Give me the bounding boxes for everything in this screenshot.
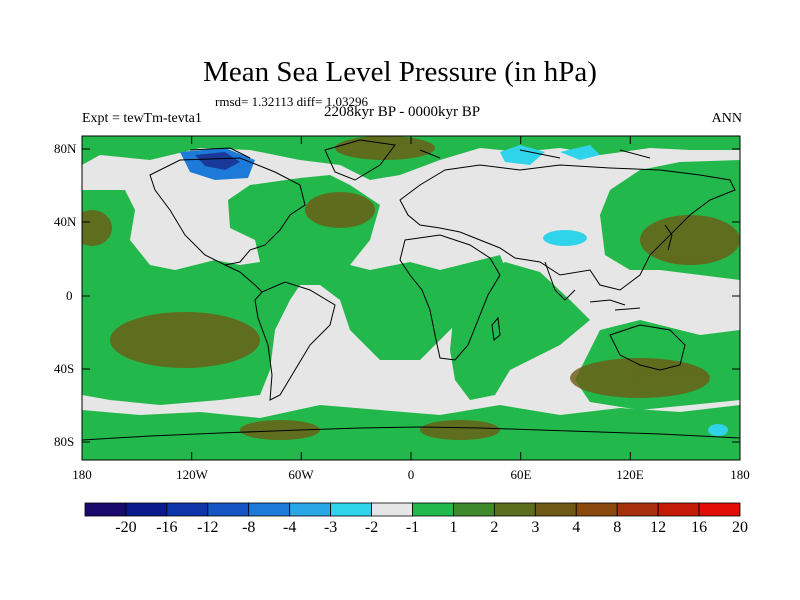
color-bar-label: 20 — [732, 519, 748, 536]
strong-positive-anomaly-fields — [82, 136, 740, 440]
y-tick-label: 80N — [54, 141, 77, 156]
color-bar-swatch — [166, 502, 209, 517]
color-bar-label: 8 — [613, 519, 622, 536]
color-bar-swatch — [207, 502, 250, 517]
color-bar-label: 1 — [449, 519, 458, 536]
x-tick-label: 0 — [407, 467, 415, 482]
color-bar-swatch — [125, 502, 168, 517]
x-tick-label: 120W — [176, 467, 208, 482]
y-tick-label: 40N — [54, 214, 77, 229]
season-label: ANN — [711, 111, 742, 126]
color-bar-swatch — [330, 502, 372, 517]
y-tick-label: 40S — [54, 361, 75, 376]
experiment-label: Expt = tewTm-tevta1 — [82, 111, 202, 126]
color-bar-swatch — [248, 502, 291, 517]
x-tick-label: 180 — [72, 467, 92, 482]
x-tick-label: 120E — [616, 467, 644, 482]
x-tick-label: 180 — [730, 467, 750, 482]
color-bar-swatch — [534, 502, 577, 517]
color-bar-label: 2 — [490, 519, 499, 536]
map-title: Mean Sea Level Pressure (in hPa) — [203, 56, 597, 88]
color-bar-label: 4 — [572, 519, 581, 536]
stats-text: rmsd= 1.32113 diff= 1.03296 — [215, 94, 368, 109]
color-bar-swatch — [412, 502, 454, 517]
x-tick-label: 60E — [510, 467, 532, 482]
color-bar-label: -3 — [323, 519, 338, 536]
color-bar-label: -16 — [156, 519, 178, 536]
color-bar-swatch — [575, 502, 618, 517]
map-area — [82, 136, 740, 460]
color-bar-swatch — [289, 502, 332, 517]
color-bar-label: -8 — [242, 519, 256, 536]
coastlines — [82, 139, 740, 441]
x-tick-label: 60W — [288, 467, 314, 482]
color-bar-label: -20 — [115, 519, 137, 536]
color-bar-label: 3 — [531, 519, 540, 536]
color-bar-label: -4 — [283, 519, 297, 536]
color-bar-swatch — [616, 502, 659, 517]
color-bar-label: -12 — [197, 519, 219, 536]
color-bar-label: 16 — [691, 519, 708, 536]
color-bar-swatch — [371, 502, 413, 517]
color-bar-label: -2 — [364, 519, 379, 536]
color-bar-swatch — [698, 502, 741, 517]
color-bar-swatch — [493, 502, 536, 517]
color-bar-label: -1 — [405, 519, 420, 536]
negative-anomaly-fields — [180, 145, 728, 436]
color-bar-swatch — [453, 502, 495, 517]
color-bar-swatch — [657, 502, 700, 517]
color-bar-label: 12 — [650, 519, 667, 536]
period-label: 2208kyr BP - 0000kyr BP — [324, 104, 481, 120]
color-bar-swatch — [84, 502, 127, 517]
color-bar — [84, 502, 741, 517]
y-tick-label: 80S — [54, 434, 75, 449]
y-tick-label: 0 — [66, 288, 73, 303]
axis-ticks — [81, 136, 741, 460]
